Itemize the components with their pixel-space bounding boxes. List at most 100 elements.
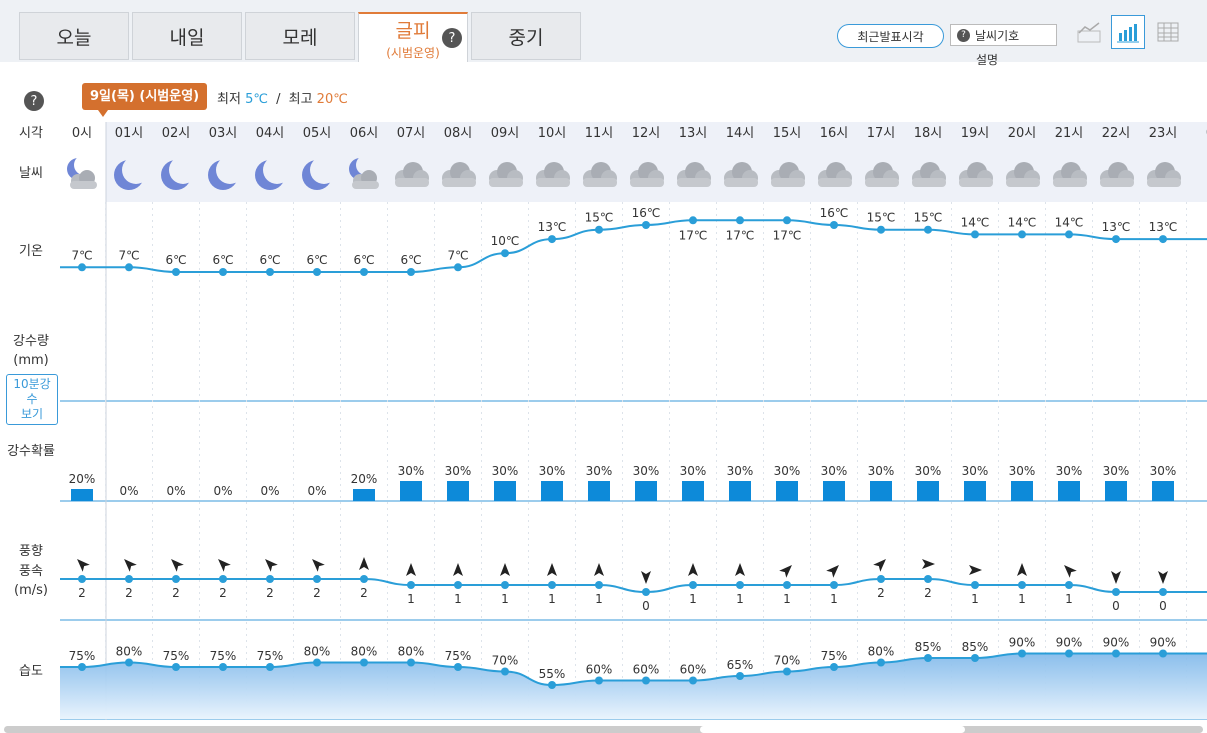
arrow-head [969,565,982,575]
precip-probability-label: 30% [539,464,566,478]
wind-speed-point [172,575,180,583]
hour-label: 11시 [585,126,614,141]
cloudy-icon [489,162,523,187]
tab-label: 모레 [282,26,318,49]
tab-2[interactable]: 모레 [245,12,355,60]
ten-min-line1: 10분강 [13,377,51,391]
precip-probability-label: 20% [351,472,378,486]
temperature-label: 17℃ [679,228,708,242]
arrow-head [218,559,231,572]
help-icon[interactable]: ? [442,28,462,48]
wind-direction-arrow-icon [312,559,325,572]
table-view-icon[interactable] [1151,15,1185,49]
cloud-base [818,178,852,187]
moon-cut [122,156,150,184]
cloudy-icon [1100,162,1134,187]
hour-label: 14시 [726,126,755,141]
wind-direction-arrow-icon [218,559,231,572]
tab-label: 글피 [395,19,431,42]
wind-direction-arrow-icon [922,559,935,569]
temperature-label: 10℃ [491,234,520,248]
row-label-precip-unit: (mm) [13,353,49,368]
wind-speed-label: 1 [454,592,462,606]
row-label-weather: 날씨 [19,166,43,181]
tab-4[interactable]: 중기 [471,12,581,60]
scrollbar-thumb[interactable] [700,726,965,733]
temperature-label: 13℃ [538,220,567,234]
temperature-point [1018,230,1026,239]
precip-probability-label: 0% [213,484,232,498]
humidity-label: 60% [680,663,707,677]
wind-speed-label: 2 [360,586,368,600]
wind-direction-arrow-icon [124,559,137,572]
temperature-label: 7℃ [447,248,468,262]
hour-label: 20시 [1008,126,1037,141]
cloud-base [865,178,899,187]
precip-probability-label: 30% [1150,464,1177,478]
cloudy-icon [1147,162,1181,187]
crescent-moon-icon [161,156,197,190]
row-label-time: 시각 [19,126,43,141]
help-icon[interactable]: ? [24,91,44,111]
humidity-area [60,653,1207,719]
humidity-point [454,663,462,671]
humidity-label: 75% [445,649,472,663]
precip-probability-label: 30% [445,464,472,478]
arrow-head [594,563,604,576]
arrow-head [1064,565,1077,578]
temperature-label: 16℃ [820,206,849,220]
wind-speed-label: 2 [172,586,180,600]
weather-legend-button[interactable]: ? 날씨기호 [950,24,1057,46]
hour-label: 06시 [350,126,379,141]
ten-minute-precip-button[interactable]: 10분강 수 보기 [6,374,58,425]
moon-cut [216,156,244,184]
bar-graph-view-icon[interactable] [1111,15,1145,49]
precip-probability-label: 0% [166,484,185,498]
wind-speed-point [219,575,227,583]
wind-speed-point [642,588,650,596]
cloud-base [724,178,758,187]
arrow-head [688,563,698,576]
tab-1[interactable]: 내일 [132,12,242,60]
tab-3[interactable]: 글피 (시범운영)? [358,12,468,62]
hour-label: 09시 [491,126,520,141]
cloudy-icon [818,162,852,187]
hour-label: 15시 [773,126,802,141]
temperature-point [830,221,838,229]
precip-probability-label: 0% [260,484,279,498]
humidity-point [219,663,227,671]
wind-speed-label: 1 [783,592,791,606]
crescent-moon-icon [208,156,244,190]
arrow-head [547,563,557,576]
precip-probability-bar [588,481,610,501]
line-graph-view-icon[interactable] [1072,15,1106,49]
cloud-base [395,178,429,187]
tab-0[interactable]: 오늘 [19,12,129,60]
arrow-head [922,559,935,569]
row-label-wind-unit: (m/s) [14,583,48,598]
humidity-label: 60% [586,663,613,677]
cloud-base [442,178,476,187]
wind-direction-arrow-icon [359,557,369,570]
humidity-label: 75% [821,649,848,663]
wind-direction-arrow-icon [171,559,184,572]
cloud-base [1147,178,1181,187]
humidity-label: 85% [915,640,942,654]
temperature-point [877,225,885,234]
arrow-head [265,559,278,572]
precip-probability-bar [1058,481,1080,501]
row-label-humidity: 습도 [19,664,43,679]
wind-speed-label: 1 [830,592,838,606]
recent-announcement-button[interactable]: 최근발표시각 [837,24,944,48]
humidity-point [407,658,415,667]
moon-cut [74,155,94,175]
temperature-point [313,268,321,276]
humidity-point [595,676,603,685]
hour-label: 0 [1206,126,1207,141]
horizontal-scrollbar[interactable] [4,726,1203,733]
cloud-base [1053,178,1087,187]
temperature-label: 6℃ [259,253,280,267]
cloud-base [912,178,946,187]
precip-probability-label: 0% [307,484,326,498]
humidity-label: 90% [1103,636,1130,650]
